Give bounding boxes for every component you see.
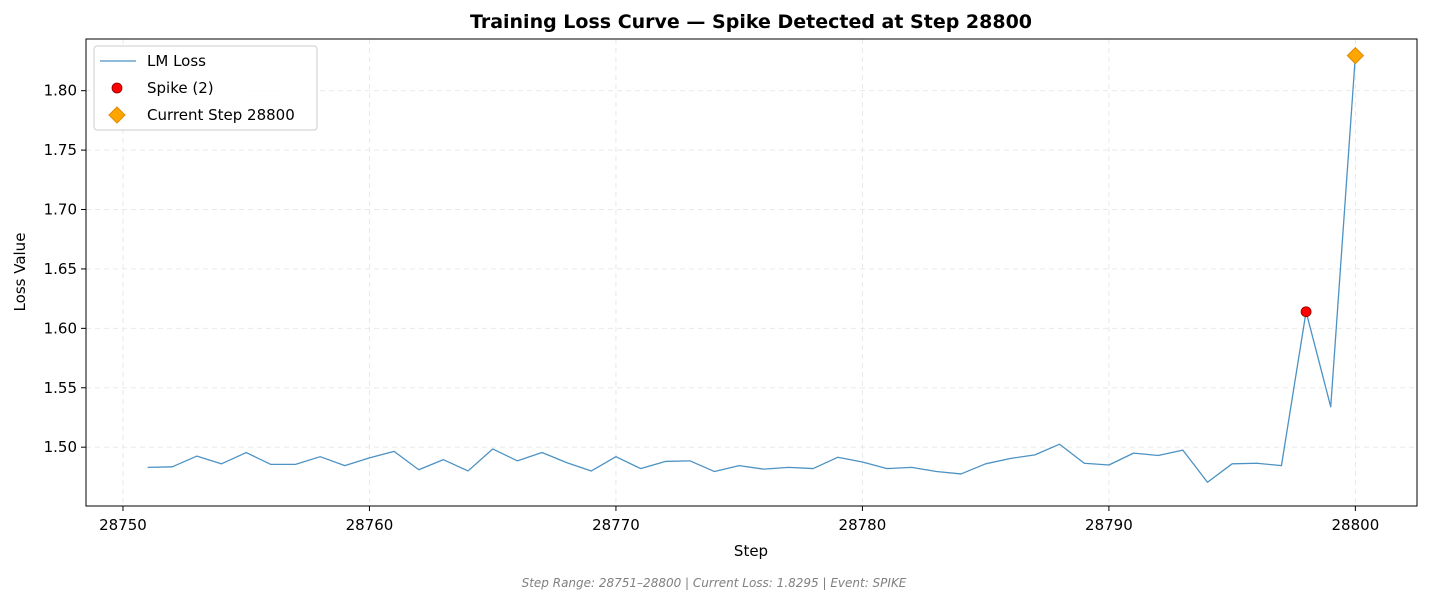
series-point — [318, 454, 323, 459]
series-line — [147, 55, 1357, 483]
chart-title: Training Loss Curve — Spike Detected at … — [470, 11, 1032, 33]
current-step-marker — [1346, 46, 1365, 65]
series-point — [1254, 461, 1259, 466]
series-point — [1106, 463, 1111, 468]
series-point — [1279, 463, 1284, 468]
series-point — [466, 468, 471, 473]
series-point — [835, 455, 840, 460]
series-point — [638, 466, 643, 471]
series-point — [1328, 404, 1333, 409]
series-point — [1205, 480, 1210, 485]
x-tick-label: 28790 — [1085, 516, 1133, 534]
grid-lines — [86, 39, 1417, 506]
series-layer — [145, 55, 1357, 485]
y-tick-label: 1.65 — [44, 260, 77, 278]
series-point — [959, 471, 964, 476]
series-point — [515, 458, 520, 463]
footer-note: Step Range: 28751–28800 | Current Loss: … — [522, 576, 907, 590]
ticks: 28750 28760 28770 28780 28790 28800 1.50 1.55 1.… — [44, 82, 1380, 534]
series-point — [367, 455, 372, 460]
x-tick-label: 28800 — [1332, 516, 1380, 534]
legend-label: Spike (2) — [147, 79, 214, 97]
series-point — [860, 460, 865, 465]
series-point — [737, 463, 742, 468]
y-axis-label: Loss Value — [11, 233, 29, 312]
series-point — [1156, 453, 1161, 458]
series-point — [293, 462, 298, 467]
series-point — [934, 469, 939, 474]
series-point — [170, 464, 175, 469]
series-point — [786, 465, 791, 470]
series-point — [983, 461, 988, 466]
y-tick-label: 1.75 — [44, 141, 77, 159]
x-tick-label: 28760 — [346, 516, 394, 534]
x-tick-label: 28770 — [592, 516, 640, 534]
x-tick-label: 28780 — [839, 516, 887, 534]
marker-layer — [1300, 46, 1365, 318]
y-tick-label: 1.55 — [44, 379, 77, 397]
series-point — [1180, 448, 1185, 453]
y-tick-label: 1.60 — [44, 319, 77, 337]
plot-frame — [85, 38, 1418, 507]
y-tick-label: 1.50 — [44, 438, 77, 456]
series-point — [1032, 452, 1037, 457]
series-point — [761, 467, 766, 472]
series-point — [589, 468, 594, 473]
series-point — [1131, 451, 1136, 456]
series-point — [244, 450, 249, 455]
series-point — [1057, 442, 1062, 447]
series-point — [490, 446, 495, 451]
series-point — [564, 460, 569, 465]
legend-marker-swatch — [108, 106, 126, 124]
series-point — [441, 457, 446, 462]
series-point — [811, 466, 816, 471]
series-point — [145, 465, 150, 470]
y-tick-label: 1.80 — [44, 82, 77, 100]
series-point — [1082, 461, 1087, 466]
series-point — [1008, 456, 1013, 461]
y-tick-label: 1.70 — [44, 201, 77, 219]
series-point — [613, 454, 618, 459]
legend-label: LM Loss — [147, 52, 206, 70]
x-axis-label: Step — [734, 542, 768, 560]
series-point — [539, 450, 544, 455]
series-point — [416, 467, 421, 472]
series-point — [909, 465, 914, 470]
series-point — [687, 458, 692, 463]
series-point — [1230, 461, 1235, 466]
legend-label: Current Step 28800 — [147, 106, 295, 124]
legend-box — [93, 45, 318, 131]
spike-marker — [1300, 306, 1312, 318]
x-tick-label: 28750 — [99, 516, 147, 534]
series-point — [219, 461, 224, 466]
series-point — [194, 454, 199, 459]
series-point — [342, 463, 347, 468]
legend: LM Loss Spike (2) Current Step 28800 — [93, 45, 318, 131]
series-point — [712, 469, 717, 474]
legend-marker-swatch — [111, 82, 123, 94]
series-point — [663, 459, 668, 464]
series-point — [885, 466, 890, 471]
series-point — [268, 462, 273, 467]
series-point — [392, 449, 397, 454]
